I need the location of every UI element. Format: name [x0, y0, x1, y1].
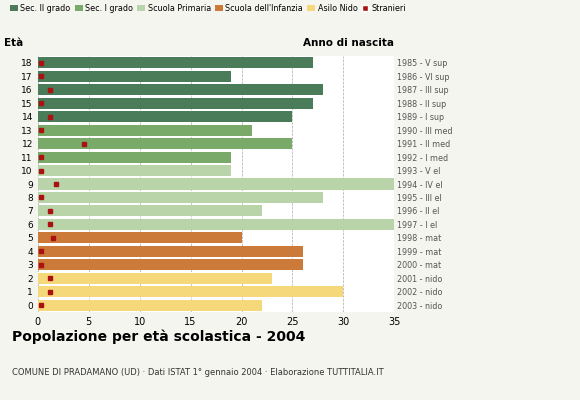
Text: Anno di nascita: Anno di nascita	[303, 38, 394, 48]
Bar	[38, 57, 313, 68]
Bar	[38, 98, 313, 109]
Bar	[38, 124, 252, 136]
Bar	[38, 178, 394, 190]
Bar	[38, 232, 241, 244]
Bar	[38, 206, 262, 216]
Bar	[38, 273, 272, 284]
Text: COMUNE DI PRADAMANO (UD) · Dati ISTAT 1° gennaio 2004 · Elaborazione TUTTITALIA.: COMUNE DI PRADAMANO (UD) · Dati ISTAT 1°…	[12, 368, 383, 377]
Bar	[38, 259, 303, 270]
Bar	[38, 246, 303, 257]
Bar	[38, 286, 343, 297]
Bar	[38, 138, 292, 149]
Legend: Sec. II grado, Sec. I grado, Scuola Primaria, Scuola dell'Infanzia, Asilo Nido, : Sec. II grado, Sec. I grado, Scuola Prim…	[10, 4, 407, 13]
Text: Età: Età	[4, 38, 23, 48]
Bar	[38, 300, 262, 311]
Bar	[38, 84, 323, 95]
Bar	[38, 192, 323, 203]
Bar	[38, 152, 231, 162]
Bar	[38, 71, 231, 82]
Bar	[38, 219, 394, 230]
Bar	[38, 165, 231, 176]
Text: Popolazione per età scolastica - 2004: Popolazione per età scolastica - 2004	[12, 330, 305, 344]
Bar	[38, 111, 292, 122]
